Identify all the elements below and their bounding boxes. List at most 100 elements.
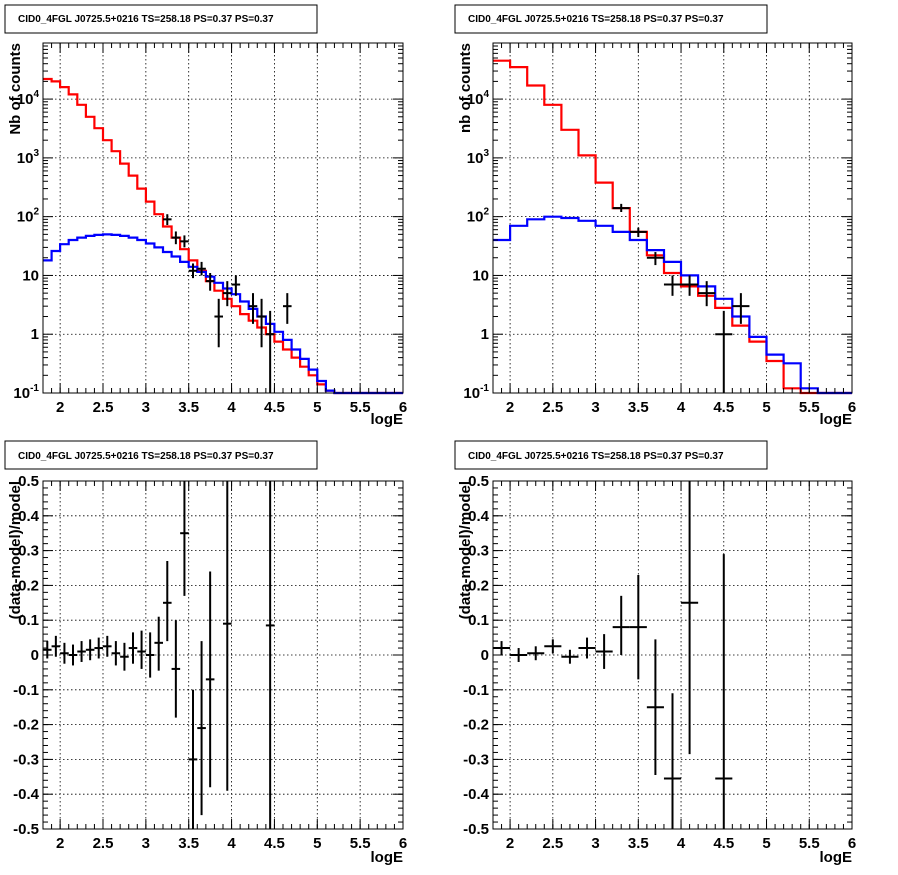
x-tick-label: 6: [848, 399, 856, 416]
y-tick-label: 0.3: [18, 543, 39, 560]
panel-spectrum-left: CID0_4FGL J0725.5+0216 TS=258.18 PS=0.37…: [4, 4, 407, 428]
data-point: [163, 561, 172, 642]
chart-title: CID0_4FGL J0725.5+0216 TS=258.18 PS=0.37…: [18, 14, 274, 25]
x-tick-label: 6: [848, 835, 856, 852]
x-tick-label: 4.5: [713, 835, 734, 852]
x-tick-label: 5.5: [799, 399, 820, 416]
y-tick-base: 10: [467, 91, 484, 108]
data-point: [154, 616, 163, 671]
x-tick-label: 3: [142, 835, 150, 852]
y-tick-label: -0.4: [13, 786, 40, 803]
data-point: [205, 273, 215, 291]
data-point: [103, 635, 112, 657]
y-tick-exponent: 3: [483, 148, 489, 159]
y-tick-base: 10: [17, 150, 34, 167]
y-tick-exponent: 2: [483, 207, 489, 218]
y-tick-label: 10-1: [463, 383, 489, 402]
data-point: [715, 554, 733, 829]
y-tick-label: 10: [472, 267, 489, 284]
y-tick-base: 10: [467, 209, 484, 226]
x-tick-label: 6: [399, 835, 407, 852]
y-tick-label: 0.3: [468, 543, 489, 560]
title-box: [454, 4, 768, 34]
x-tick-label: 3.5: [178, 399, 199, 416]
data-point: [265, 310, 275, 393]
x-tick-label: 4.5: [264, 399, 285, 416]
series-step-line-0: [493, 59, 852, 395]
grid-lines: [43, 481, 403, 829]
x-tick-label: 5: [313, 399, 321, 416]
data-point: [265, 481, 275, 829]
y-tick-base: 10: [13, 385, 30, 402]
data-point: [223, 481, 232, 791]
y-tick-label: -0.2: [463, 717, 489, 734]
data-point: [646, 252, 664, 266]
x-tick-label: 5: [313, 835, 321, 852]
x-tick-label: 5.5: [350, 835, 371, 852]
x-tick-label: 4: [677, 399, 686, 416]
y-tick-label: 104: [467, 89, 490, 108]
y-tick-label: 103: [467, 148, 490, 167]
plot-frame: [492, 42, 853, 394]
panel-spectrum-right: CID0_4FGL J0725.5+0216 TS=258.18 PS=0.37…: [454, 4, 856, 428]
data-point: [629, 227, 647, 238]
data-point: [544, 639, 562, 654]
grid-lines: [493, 43, 852, 393]
y-tick-label: -0.5: [13, 821, 39, 838]
y-axis-title: (data-model)/model: [7, 481, 24, 619]
y-tick-label: 0.4: [18, 508, 40, 525]
x-tick-label: 3.5: [178, 835, 199, 852]
x-tick-label: 2.5: [93, 835, 114, 852]
y-tick-label: 0.5: [18, 473, 39, 490]
x-tick-label: 2.5: [542, 399, 563, 416]
data-point: [663, 275, 682, 296]
title-box: [4, 4, 318, 34]
x-tick-label: 2: [56, 399, 64, 416]
y-tick-base: 10: [17, 91, 34, 108]
data-point: [180, 481, 189, 596]
y-tick-exponent: 3: [33, 148, 39, 159]
x-tick-label: 5: [762, 835, 770, 852]
data-point: [715, 310, 733, 393]
y-tick-label: 102: [467, 207, 490, 226]
data-point: [629, 574, 647, 680]
y-tick-label: -0.3: [463, 751, 489, 768]
y-tick-label: -0.5: [463, 821, 489, 838]
data-point: [77, 641, 86, 662]
y-tick-exponent: -1: [480, 383, 489, 394]
grid-lines: [43, 43, 403, 393]
data-point: [197, 261, 206, 276]
y-tick-label: -0.1: [13, 682, 39, 699]
data-point: [510, 648, 528, 662]
chart-title: CID0_4FGL J0725.5+0216 TS=258.18 PS=0.37…: [468, 14, 724, 25]
ticks-layer: 2 2.5 3 3.5 4 4.5 5 5.5 6 -0.5 -0.4 -0.3 -0.2 -0.1 0 0.…: [13, 473, 407, 852]
data-point: [283, 293, 292, 324]
y-tick-exponent: 2: [33, 207, 39, 218]
chart-title: CID0_4FGL J0725.5+0216 TS=258.18 PS=0.37…: [18, 451, 274, 462]
data-point: [595, 634, 613, 669]
data-point: [578, 637, 596, 659]
data-point: [85, 639, 95, 661]
y-tick-label: 103: [17, 148, 40, 167]
x-axis-title: logE: [820, 849, 853, 866]
series-step-line-1: [43, 233, 403, 395]
y-tick-label: 10-1: [13, 383, 39, 402]
data-point: [171, 231, 181, 245]
data-point: [60, 642, 69, 664]
data-point: [732, 293, 750, 324]
x-tick-label: 3: [142, 399, 150, 416]
y-tick-label: 10: [22, 267, 39, 284]
data-point: [205, 571, 215, 788]
y-axis-title: (data-model)/model: [457, 481, 474, 619]
y-tick-label: 104: [17, 89, 40, 108]
data-point: [663, 693, 682, 829]
y-tick-label: 1: [31, 326, 39, 343]
y-tick-label: 0.5: [468, 473, 489, 490]
x-tick-label: 3.5: [628, 835, 649, 852]
data-point: [646, 639, 664, 776]
y-tick-base: 10: [463, 385, 480, 402]
panel-residuals-left: CID0_4FGL J0725.5+0216 TS=258.18 PS=0.37…: [4, 440, 407, 866]
x-tick-label: 6: [399, 399, 407, 416]
data-point: [248, 293, 258, 324]
x-tick-label: 4: [677, 835, 686, 852]
